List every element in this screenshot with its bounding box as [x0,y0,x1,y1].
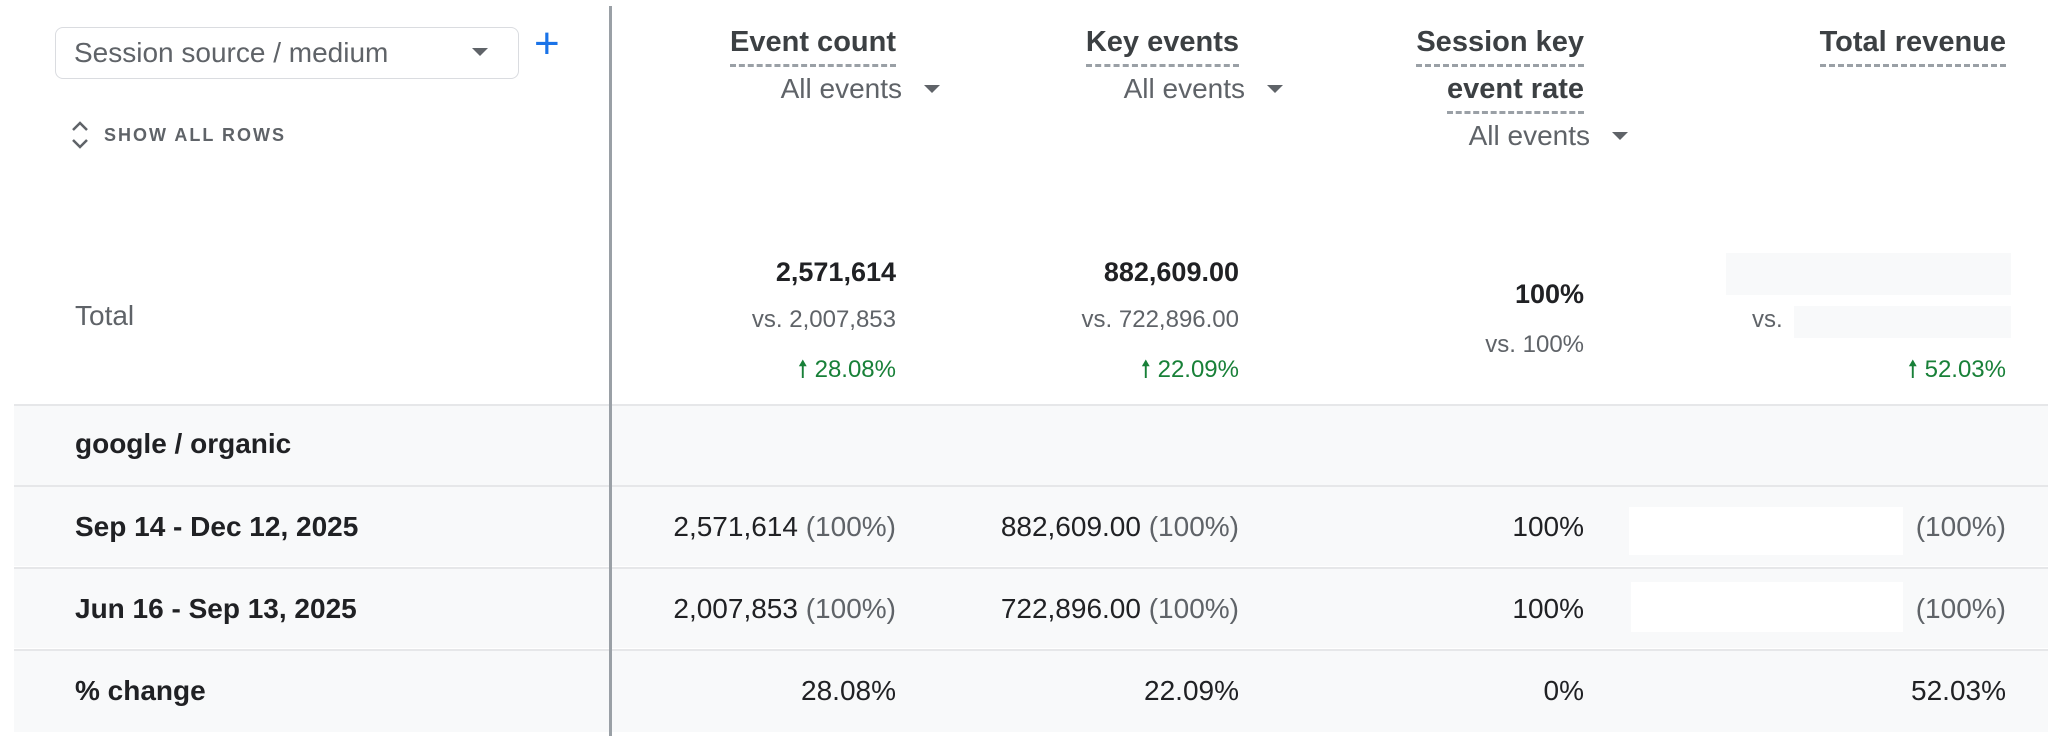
total-key-events: 882,609.00 [1103,257,1239,287]
change-value: 22.09% [1157,356,1239,383]
change-rate: 0% [1543,675,1584,706]
dimension-select[interactable]: Session source / medium [55,27,519,79]
change-row [14,649,2048,732]
row-rate: 100% [1512,593,1584,624]
value: 2,007,853 [673,593,798,624]
total-event-count: 2,571,614 [775,257,896,287]
arrow-up-icon: 🠕 [1140,356,1158,383]
row-revenue-share: (100%) [1916,511,2006,543]
total-event-count-vs: vs. 2,007,853 [751,306,896,333]
key-events-filter[interactable]: All events [1124,73,1283,105]
row-label: Jun 16 - Sep 13, 2025 [75,593,357,624]
add-dimension-button[interactable]: + [534,19,560,68]
total-revenue-vs: vs. [1752,306,1783,333]
total-event-count-change: 🠕 28.08% [798,352,896,393]
group-label: google / organic [75,428,292,459]
value: 2,571,614 [673,511,798,542]
dimension-select-value: Session source / medium [74,37,389,68]
row-event-count: 2,007,853 (100%) [673,593,896,625]
value: 722,896.00 [1000,593,1141,624]
show-all-rows-button[interactable]: SHOW ALL ROWS [70,118,286,152]
row-event-count: 2,571,614 (100%) [673,511,896,543]
session-key-event-rate-filter[interactable]: All events [1469,120,1628,152]
arrow-up-icon: 🠕 [797,356,815,383]
caret-down-icon [472,48,488,56]
row-revenue-share: (100%) [1916,593,2006,625]
change-value: 28.08% [814,356,896,383]
caret-down-icon [924,85,940,93]
filter-label: All events [780,73,902,104]
row-key-events: 882,609.00 (100%) [1001,511,1239,543]
header-key-events: Key events All events [1085,24,1283,105]
header-event-count: Event count All events [730,24,940,105]
change-revenue: 52.03% [1911,675,2006,706]
event-count-filter[interactable]: All events [781,73,940,105]
redacted-total-revenue [1726,253,2011,295]
share: (100%) [805,593,896,624]
arrow-up-icon: 🠕 [1907,356,1925,383]
caret-down-icon [1267,85,1283,93]
row-rate: 100% [1512,511,1584,542]
change-value: 52.03% [1924,356,2006,383]
header-total-revenue: Total revenue [1819,24,2006,67]
change-label: % change [75,675,206,706]
header-session-key-event-rate: Session key event rate All events [1416,24,1628,152]
filter-label: All events [1123,73,1245,104]
caret-down-icon [1612,132,1628,140]
total-session-key-event-rate-vs: vs. 100% [1485,331,1584,358]
share: (100%) [1148,593,1239,624]
expand-collapse-icon [72,121,88,149]
total-session-key-event-rate: 100% [1514,279,1584,309]
group-row [14,404,2048,485]
show-all-rows-label: SHOW ALL ROWS [104,124,286,145]
total-revenue-change: 🠕 52.03% [1908,352,2006,393]
total-revenue-title[interactable]: Total revenue [1819,24,2006,67]
event-count-title[interactable]: Event count [730,24,896,67]
column-divider-rows [609,404,612,736]
share: (100%) [1148,511,1239,542]
redacted-total-revenue-vs [1794,306,2011,338]
change-key-events: 22.09% [1144,675,1239,706]
share: (100%) [805,511,896,542]
share: (100%) [1915,511,2006,542]
session-key-event-rate-title-1[interactable]: Session key [1416,24,1584,67]
share: (100%) [1915,593,2006,624]
row-label: Sep 14 - Dec 12, 2025 [75,511,359,542]
total-key-events-vs: vs. 722,896.00 [1081,306,1239,333]
row-key-events: 722,896.00 (100%) [1001,593,1239,625]
redacted-revenue [1631,582,1903,632]
change-event-count: 28.08% [801,675,896,706]
session-key-event-rate-title-2[interactable]: event rate [1446,71,1584,114]
redacted-revenue [1629,507,1903,555]
total-label: Total [75,300,135,331]
value: 882,609.00 [1000,511,1141,542]
column-divider [609,6,612,736]
total-key-events-change: 🠕 22.09% [1141,352,1239,393]
filter-label: All events [1468,120,1590,151]
key-events-title[interactable]: Key events [1085,24,1239,67]
